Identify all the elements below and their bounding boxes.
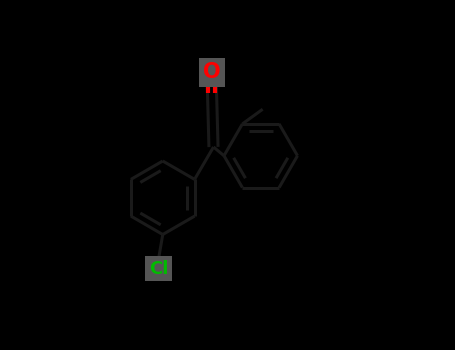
Text: O: O — [203, 62, 221, 83]
Text: Cl: Cl — [149, 260, 168, 278]
